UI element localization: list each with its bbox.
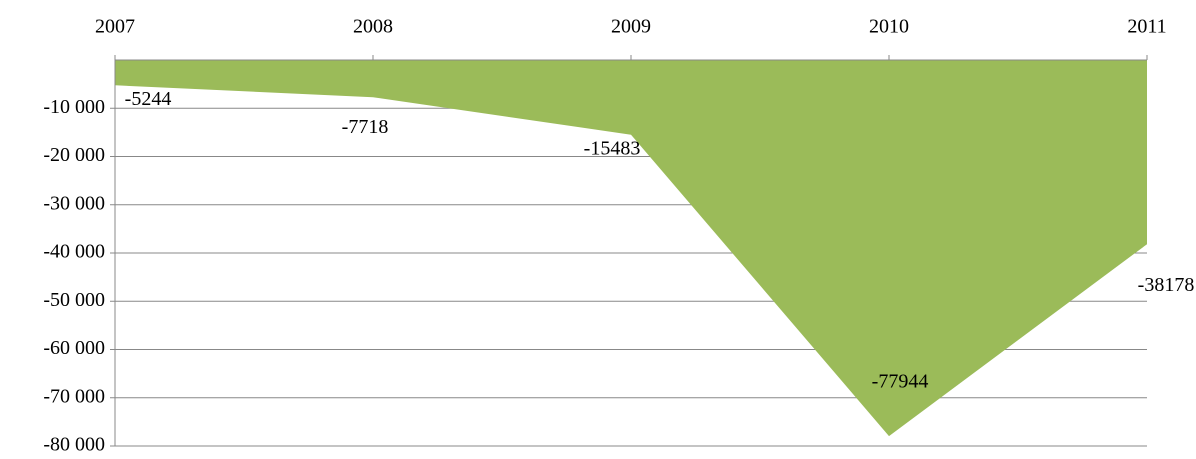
x-tick-label: 2010 — [869, 16, 909, 38]
data-label: -5244 — [125, 88, 172, 110]
y-tick-label: -40 000 — [43, 241, 105, 263]
area — [115, 60, 1147, 437]
y-tick-label: -30 000 — [43, 192, 105, 214]
x-tick-label: 2008 — [353, 16, 393, 38]
x-tick-label: 2011 — [1127, 16, 1166, 38]
y-tick-label: -60 000 — [43, 337, 105, 359]
y-tick-label: -80 000 — [43, 434, 105, 456]
y-tick-label: -10 000 — [43, 96, 105, 118]
y-tick-label: -20 000 — [43, 144, 105, 166]
data-label: -38178 — [1138, 274, 1195, 296]
data-label: -15483 — [584, 137, 641, 159]
x-tick-label: 2007 — [95, 16, 135, 38]
x-tick-label: 2009 — [611, 16, 651, 38]
data-label: -77944 — [872, 371, 929, 393]
y-tick-label: -70 000 — [43, 385, 105, 407]
data-label: -7718 — [342, 116, 389, 138]
y-tick-label: -50 000 — [43, 289, 105, 311]
